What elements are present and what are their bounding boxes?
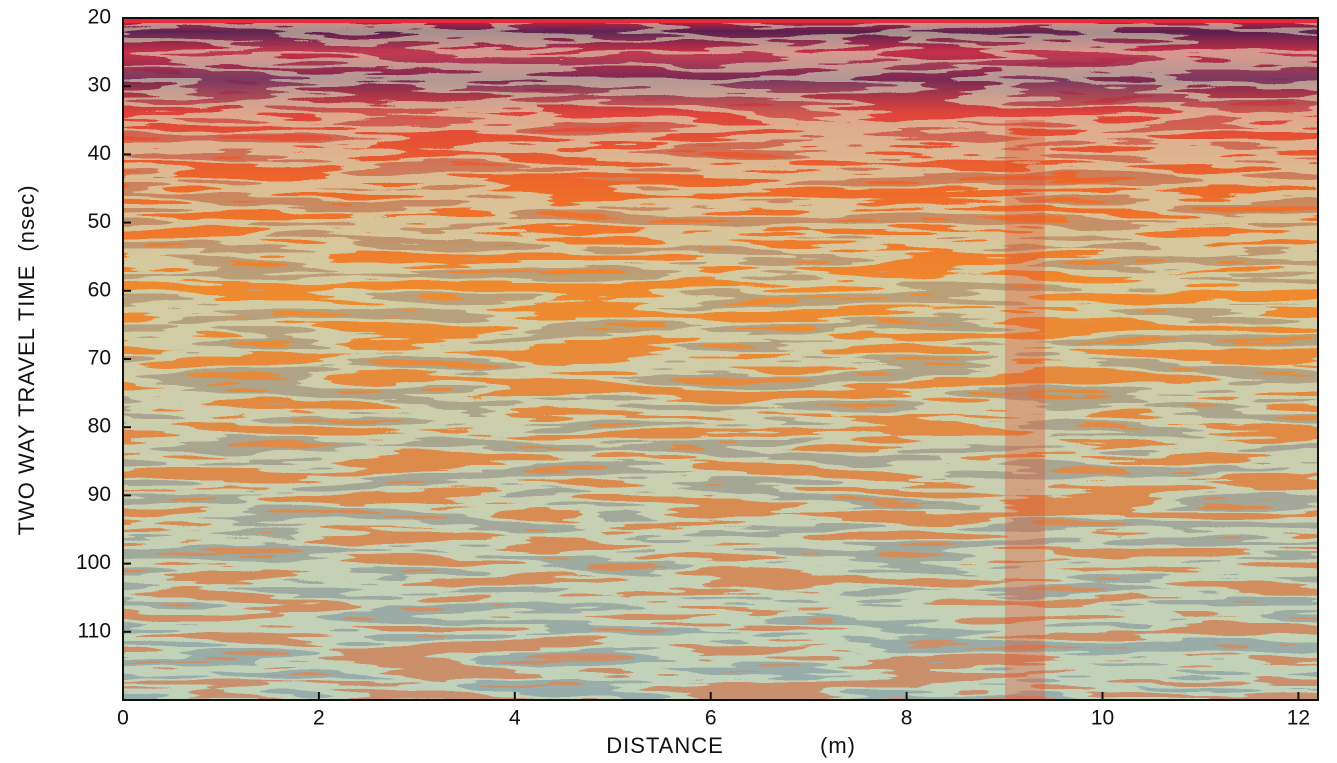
- x-axis-label: DISTANCE: [606, 733, 724, 758]
- y-tick-label: 100: [76, 551, 111, 574]
- x-axis-unit: (m): [820, 733, 856, 758]
- x-tick-label: 4: [509, 707, 521, 730]
- y-tick-label: 70: [88, 347, 111, 370]
- x-tick-label: 2: [313, 707, 325, 730]
- y-tick-label: 30: [88, 74, 111, 97]
- x-tick-label: 12: [1287, 707, 1310, 730]
- y-tick-label: 60: [88, 278, 111, 301]
- y-tick-label: 90: [88, 483, 111, 506]
- y-tick-label: 40: [88, 142, 111, 165]
- y-tick-label: 80: [88, 415, 111, 438]
- x-tick-label: 0: [117, 707, 129, 730]
- y-axis-unit: (nsec): [14, 184, 39, 251]
- x-tick-label: 6: [705, 707, 717, 730]
- y-tick-label: 110: [78, 619, 111, 642]
- y-axis-label: TWO WAY TRAVEL TIME: [14, 265, 39, 536]
- radargram-image: [123, 18, 1318, 700]
- x-tick-label: 8: [901, 707, 913, 730]
- x-tick-label: 10: [1091, 707, 1114, 730]
- y-tick-label: 20: [88, 6, 111, 29]
- y-tick-label: 50: [88, 210, 111, 233]
